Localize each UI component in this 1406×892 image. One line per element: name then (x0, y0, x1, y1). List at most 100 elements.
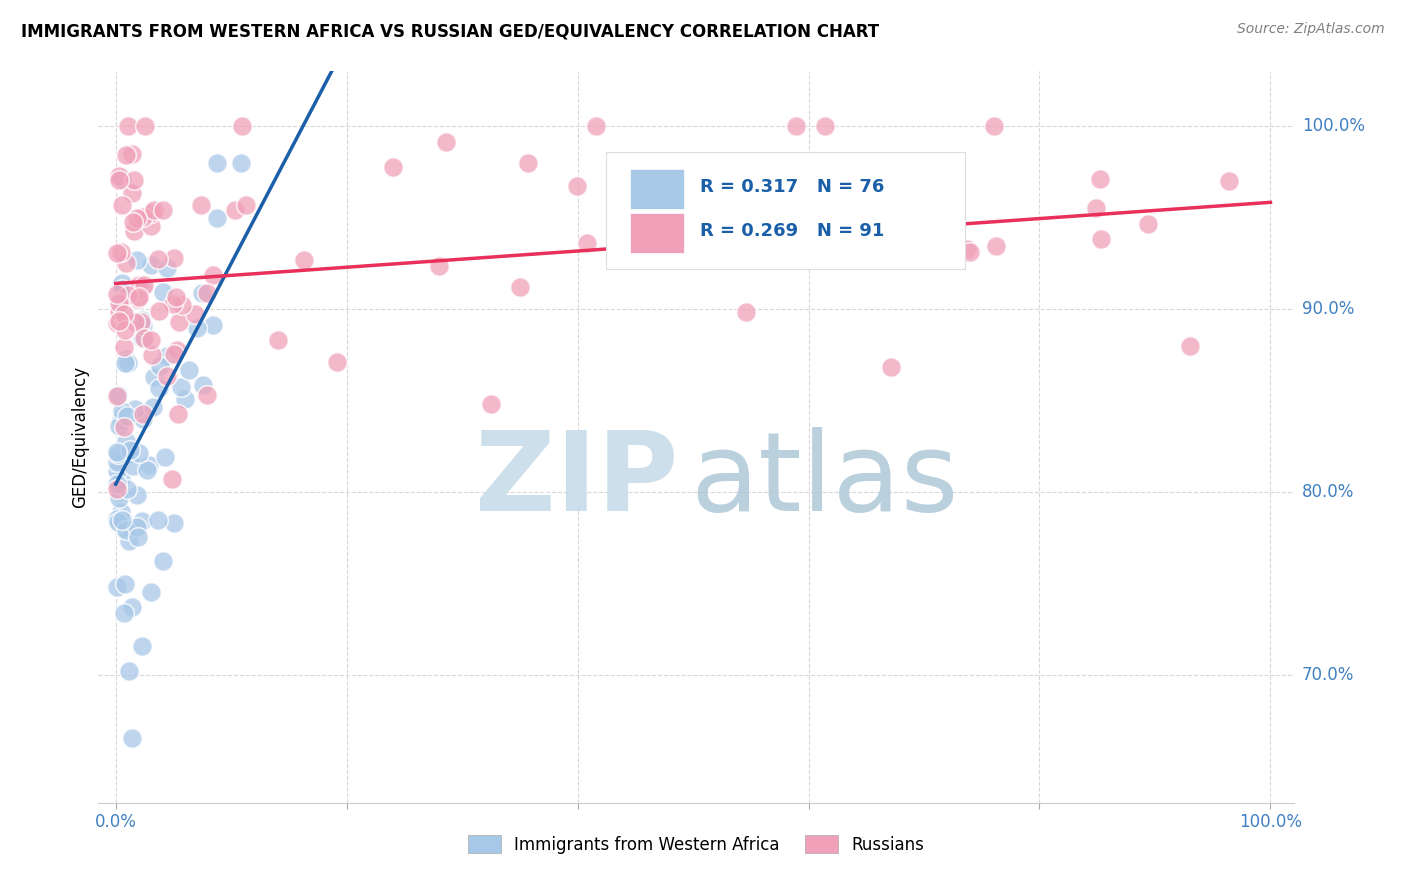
Point (108, 314, 131, 328)
Point (186, 321, 208, 335)
Point (114, 323, 136, 337)
Text: IMMIGRANTS FROM WESTERN AFRICA VS RUSSIAN GED/EQUIVALENCY CORRELATION CHART: IMMIGRANTS FROM WESTERN AFRICA VS RUSSIA… (21, 22, 879, 40)
Point (160, 472, 183, 486)
Point (148, 513, 170, 527)
Point (132, 407, 155, 421)
Point (124, 402, 146, 417)
Point (224, 202, 246, 217)
Point (111, 521, 134, 535)
Point (125, 520, 148, 534)
Point (127, 530, 149, 544)
Point (114, 434, 136, 448)
Point (381, 161, 404, 175)
Point (195, 388, 218, 402)
Point (107, 515, 129, 529)
Point (115, 523, 138, 537)
Point (163, 347, 186, 361)
Point (734, 304, 756, 318)
Text: 100.0%: 100.0% (1302, 117, 1365, 136)
Point (146, 252, 169, 267)
Point (110, 245, 132, 260)
Point (127, 211, 149, 226)
Point (131, 315, 153, 329)
Point (156, 368, 179, 383)
Point (984, 239, 1007, 253)
Point (132, 278, 155, 293)
Point (117, 356, 139, 370)
Point (565, 179, 588, 194)
Point (105, 444, 128, 458)
Point (111, 513, 134, 527)
Point (114, 148, 136, 162)
Point (112, 307, 135, 321)
Point (152, 285, 174, 300)
Point (112, 606, 135, 620)
Point (111, 171, 134, 186)
Point (139, 219, 162, 234)
Point (983, 119, 1005, 133)
Text: R = 0.317   N = 76: R = 0.317 N = 76 (700, 178, 884, 196)
Y-axis label: GED/Equivalency: GED/Equivalency (72, 366, 90, 508)
Point (132, 210, 155, 224)
Point (111, 282, 134, 296)
Point (105, 464, 128, 478)
Point (190, 286, 212, 301)
Point (105, 389, 128, 403)
Point (142, 400, 165, 414)
Text: Source: ZipAtlas.com: Source: ZipAtlas.com (1237, 22, 1385, 37)
Text: 70.0%: 70.0% (1302, 665, 1354, 684)
Text: ZIP: ZIP (475, 427, 678, 534)
Point (132, 411, 155, 425)
Point (132, 318, 155, 333)
Point (110, 413, 132, 427)
Point (880, 360, 903, 375)
Point (105, 287, 128, 301)
Point (107, 173, 129, 187)
Point (184, 307, 207, 321)
Point (1180, 338, 1202, 352)
Point (132, 331, 155, 345)
Point (108, 293, 131, 308)
Point (107, 388, 129, 402)
Point (110, 505, 132, 519)
Point (131, 639, 153, 653)
Point (294, 252, 316, 267)
Point (785, 119, 807, 133)
Point (434, 135, 457, 149)
Point (170, 298, 193, 312)
Point (110, 472, 132, 486)
Point (108, 295, 131, 310)
Point (201, 268, 224, 282)
Point (105, 245, 128, 260)
Point (117, 119, 139, 133)
Point (163, 516, 186, 530)
Point (122, 215, 145, 229)
Point (576, 236, 599, 251)
Point (195, 285, 218, 300)
Point (114, 351, 136, 366)
Text: atlas: atlas (690, 427, 959, 534)
Point (105, 455, 128, 469)
Point (105, 316, 128, 330)
Point (134, 119, 156, 133)
Point (326, 355, 349, 369)
Point (235, 197, 257, 211)
Point (152, 554, 174, 568)
Point (166, 343, 188, 358)
Point (959, 244, 981, 259)
Point (479, 397, 502, 411)
Point (105, 482, 128, 496)
Point (165, 290, 187, 304)
Point (128, 290, 150, 304)
Point (110, 409, 132, 423)
Point (141, 333, 163, 347)
Point (118, 442, 141, 457)
Point (162, 296, 184, 310)
Point (115, 256, 138, 270)
FancyBboxPatch shape (606, 152, 965, 268)
Point (114, 577, 136, 591)
Point (107, 491, 129, 505)
Point (148, 381, 170, 395)
Point (108, 305, 131, 319)
Point (141, 258, 163, 272)
